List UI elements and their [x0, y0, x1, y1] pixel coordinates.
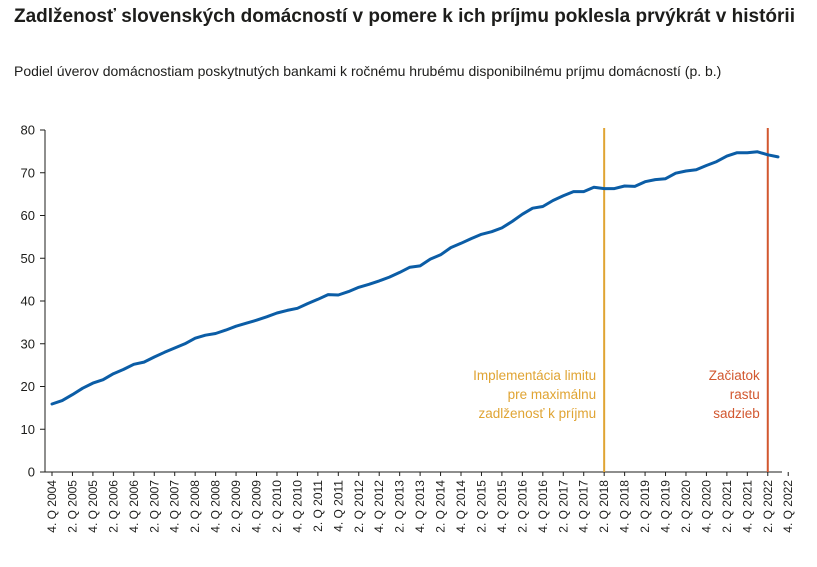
- x-tick-label: 4. Q 2008: [209, 480, 223, 533]
- x-tick-label: 4. Q 2006: [127, 480, 141, 533]
- y-tick-label: 60: [21, 208, 35, 223]
- marker-annotation: pre maximálnu: [508, 387, 597, 402]
- y-tick-label: 50: [21, 251, 35, 266]
- y-tick-label: 10: [21, 422, 35, 437]
- x-tick-label: 2. Q 2007: [147, 480, 161, 533]
- marker-annotation: zadlženosť k príjmu: [479, 406, 597, 421]
- x-tick-label: 2. Q 2019: [638, 480, 652, 533]
- x-tick-label: 4. Q 2004: [45, 480, 59, 533]
- y-tick-label: 40: [21, 294, 35, 309]
- x-tick-label: 4. Q 2020: [699, 480, 713, 533]
- x-tick-label: 4. Q 2013: [413, 480, 427, 533]
- marker-annotation: Implementácia limitu: [473, 368, 596, 383]
- y-tick-label: 70: [21, 165, 35, 180]
- x-tick-label: 2. Q 2015: [474, 480, 488, 533]
- x-tick-label: 2. Q 2014: [434, 480, 448, 533]
- x-tick-label: 4. Q 2022: [781, 480, 795, 533]
- x-tick-label: 4. Q 2017: [577, 480, 591, 533]
- x-tick-label: 2. Q 2021: [720, 480, 734, 533]
- marker-annotation: rastu: [730, 387, 760, 402]
- x-tick-label: 4. Q 2012: [372, 480, 386, 533]
- marker-annotation: Začiatok: [709, 368, 760, 383]
- x-tick-label: 4. Q 2009: [250, 480, 264, 533]
- x-tick-label: 4. Q 2021: [740, 480, 754, 533]
- x-tick-label: 4. Q 2018: [618, 480, 632, 533]
- chart-title: Zadlženosť slovenských domácností v pome…: [14, 6, 795, 27]
- x-tick-label: 2. Q 2011: [311, 480, 325, 532]
- x-tick-label: 2. Q 2020: [679, 480, 693, 533]
- marker-annotation: sadzieb: [713, 406, 760, 421]
- y-tick-label: 30: [21, 336, 35, 351]
- x-tick-label: 4. Q 2007: [168, 480, 182, 533]
- x-tick-label: 2. Q 2016: [515, 480, 529, 533]
- x-tick-label: 2. Q 2012: [352, 480, 366, 533]
- series-line: [50, 150, 780, 406]
- x-tick-label: 4. Q 2019: [659, 480, 673, 533]
- y-tick-label: 0: [28, 465, 35, 480]
- chart-subtitle: Podiel úverov domácnostiam poskytnutých …: [14, 63, 722, 79]
- x-tick-label: 4. Q 2010: [290, 480, 304, 533]
- y-tick-label: 80: [21, 123, 35, 138]
- x-tick-label: 4. Q 2005: [86, 480, 100, 533]
- x-tick-label: 2. Q 2008: [188, 480, 202, 533]
- y-tick-label: 20: [21, 379, 35, 394]
- x-tick-label: 4. Q 2016: [536, 480, 550, 533]
- x-tick-label: 2. Q 2018: [597, 480, 611, 533]
- x-tick-label: 2. Q 2005: [65, 480, 79, 533]
- x-tick-label: 2. Q 2006: [106, 480, 120, 533]
- x-tick-label: 2. Q 2009: [229, 480, 243, 533]
- x-tick-label: 2. Q 2017: [556, 480, 570, 533]
- x-tick-label: 4. Q 2011: [331, 480, 345, 532]
- x-tick-label: 2. Q 2013: [393, 480, 407, 533]
- x-tick-label: 2. Q 2022: [761, 480, 775, 533]
- x-tick-label: 4. Q 2014: [454, 480, 468, 533]
- x-tick-label: 2. Q 2010: [270, 480, 284, 533]
- x-tick-label: 4. Q 2015: [495, 480, 509, 533]
